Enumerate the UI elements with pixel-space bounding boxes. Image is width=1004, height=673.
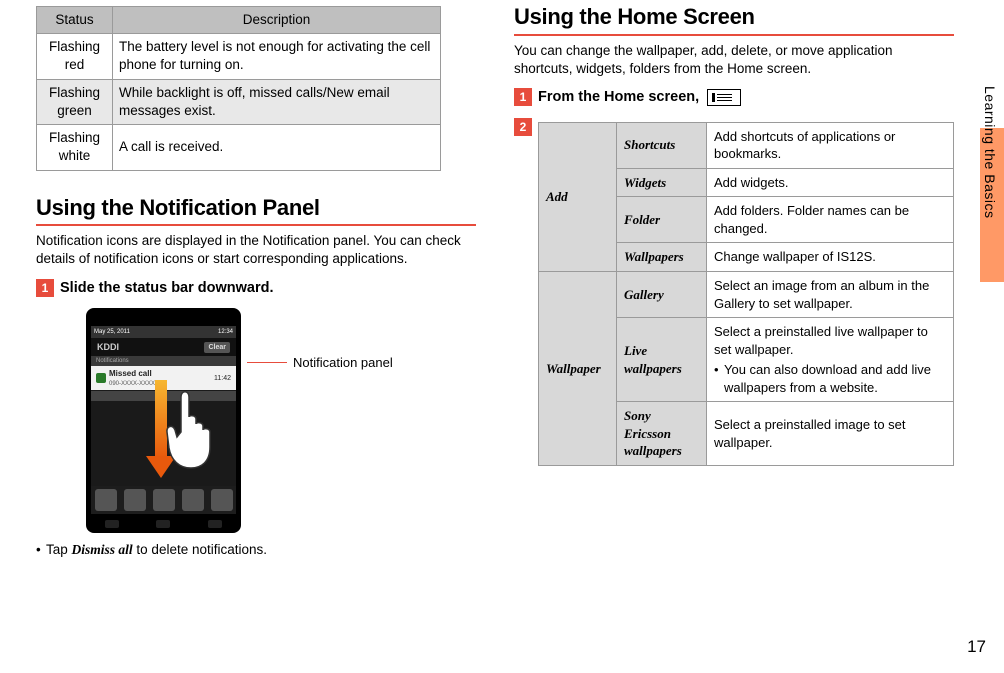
sub-sony: Sony Ericsson wallpapers [617,402,707,466]
phone-dock [91,486,236,514]
dock-item [95,489,117,511]
desc-live-main: Select a preinstalled live wallpaper to … [714,324,928,357]
sub-wallpapers: Wallpapers [617,243,707,272]
home-step1: 1 From the Home screen, [514,88,954,108]
desc-widgets: Add widgets. [707,168,954,197]
phone-screen: May 25, 2011 12:34 KDDI Clear Notificati… [91,326,236,514]
home-step1-label: From the Home screen, [538,89,703,105]
desc-shortcuts: Add shortcuts of applications or bookmar… [707,122,954,168]
step-badge-1: 1 [514,88,532,106]
notif-intro: Notification icons are displayed in the … [36,232,476,268]
sub-widgets: Widgets [617,168,707,197]
callout-line [247,362,287,363]
dock-item [211,489,233,511]
note-suffix: to delete notifications. [133,542,267,557]
missed-call-icon [96,373,106,383]
hand-icon [161,382,231,472]
note-prefix: Tap [46,542,72,557]
home-step2: 2 Add Shortcuts Add shortcuts of applica… [514,118,954,466]
desc-live-bullet: You can also download and add live wallp… [714,361,946,396]
dock-item [153,489,175,511]
sub-folder: Folder [617,197,707,243]
table-row: Add Shortcuts Add shortcuts of applicati… [539,122,954,168]
desc-live: Select a preinstalled live wallpaper to … [707,318,954,402]
right-column: Using the Home Screen You can change the… [514,0,954,559]
table-row: Wallpaper Gallery Select an image from a… [539,271,954,317]
table-row: Flashing white A call is received. [37,125,441,170]
page-number: 17 [967,636,986,659]
phone-carrier: KDDI [97,341,119,353]
home-step1-text: From the Home screen, [538,88,741,108]
step-badge-2: 2 [514,118,532,136]
cat-add: Add [539,122,617,271]
desc-cell: A call is received. [113,125,441,170]
phone-time: 12:34 [218,328,233,336]
cat-wallpaper: Wallpaper [539,271,617,465]
home-intro: You can change the wallpaper, add, delet… [514,42,954,78]
desc-cell: While backlight is off, missed calls/New… [113,79,441,124]
note-action: Dismiss all [72,542,133,557]
missed-title: Missed call [109,369,155,380]
options-table: Add Shortcuts Add shortcuts of applicati… [538,122,954,466]
home-heading: Using the Home Screen [514,2,954,36]
menu-icon [707,89,741,106]
desc-folder: Add folders. Folder names can be changed… [707,197,954,243]
status-header: Status [37,7,113,34]
dock-item [182,489,204,511]
phone-mockup: May 25, 2011 12:34 KDDI Clear Notificati… [86,308,241,533]
notif-step1: 1 Slide the status bar downward. [36,279,476,299]
desc-wallpapers: Change wallpaper of IS12S. [707,243,954,272]
phone-illustration-wrap: May 25, 2011 12:34 KDDI Clear Notificati… [86,308,476,533]
desc-sony: Select a preinstalled image to set wallp… [707,402,954,466]
status-cell: Flashing white [37,125,113,170]
sub-gallery: Gallery [617,271,707,317]
callout: Notification panel [247,354,393,372]
table-row: Flashing red The battery level is not en… [37,34,441,79]
sub-live: Live wallpapers [617,318,707,402]
notif-heading: Using the Notification Panel [36,193,476,227]
left-column: Status Description Flashing red The batt… [36,0,476,559]
dock-item [124,489,146,511]
dismiss-note: •Tap Dismiss all to delete notifications… [36,541,476,559]
table-row: Flashing green While backlight is off, m… [37,79,441,124]
step-badge-1: 1 [36,279,54,297]
notif-step1-text: Slide the status bar downward. [60,279,274,299]
callout-text: Notification panel [293,354,393,372]
phone-carrier-row: KDDI Clear [91,338,236,356]
phone-clear-btn: Clear [204,342,230,353]
side-label: Learning the Basics [980,86,999,218]
desc-gallery: Select an image from an album in the Gal… [707,271,954,317]
status-cell: Flashing red [37,34,113,79]
sub-shortcuts: Shortcuts [617,122,707,168]
status-table: Status Description Flashing red The batt… [36,6,441,171]
status-cell: Flashing green [37,79,113,124]
phone-statusbar: May 25, 2011 12:34 [91,326,236,338]
desc-cell: The battery level is not enough for acti… [113,34,441,79]
desc-header: Description [113,7,441,34]
phone-notif-header: Notifications [91,356,236,366]
phone-date: May 25, 2011 [94,328,130,336]
phone-hw-buttons [86,517,241,531]
